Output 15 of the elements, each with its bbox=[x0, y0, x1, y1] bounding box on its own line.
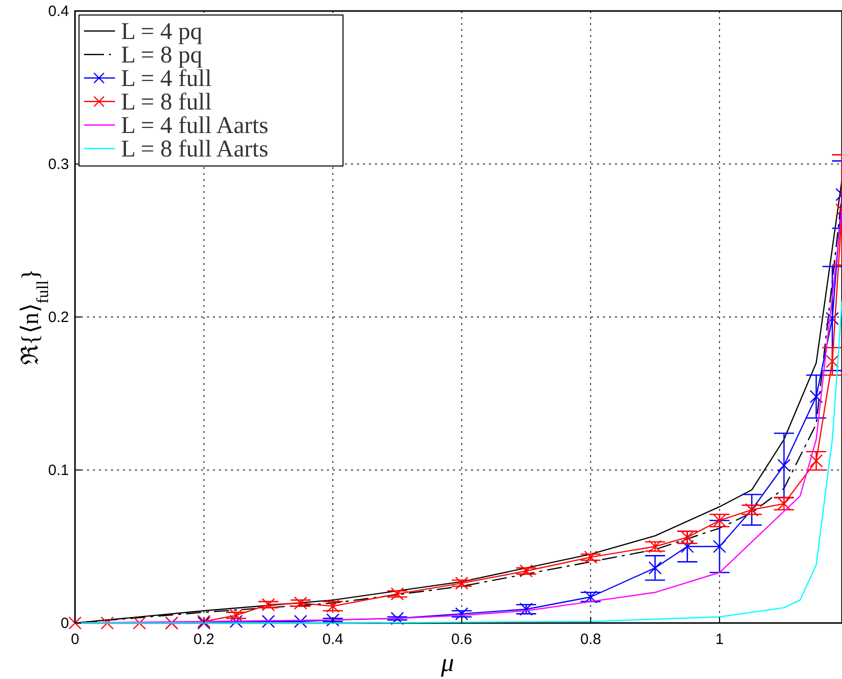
x-tick-label: 0.6 bbox=[451, 631, 472, 648]
y-tick-label: 0.1 bbox=[48, 462, 69, 479]
y-tick-label: 0.3 bbox=[48, 156, 69, 173]
legend-label: L = 8 full bbox=[121, 90, 212, 116]
x-tick-label: 0.2 bbox=[193, 631, 214, 648]
x-tick-label: 0.8 bbox=[580, 631, 602, 648]
x-tick-label: 0 bbox=[70, 631, 80, 648]
legend-label: L = 4 pq bbox=[121, 19, 202, 45]
x-axis-title: μ bbox=[440, 648, 454, 677]
y-tick-label: 0 bbox=[60, 615, 69, 632]
x-tick-label: 0.4 bbox=[322, 631, 344, 648]
y-tick-label: 0.4 bbox=[48, 3, 69, 20]
legend-label: L = 4 full Aarts bbox=[121, 113, 268, 139]
x-tick-label: 1 bbox=[715, 631, 724, 648]
legend-label: L = 8 full Aarts bbox=[121, 136, 268, 162]
